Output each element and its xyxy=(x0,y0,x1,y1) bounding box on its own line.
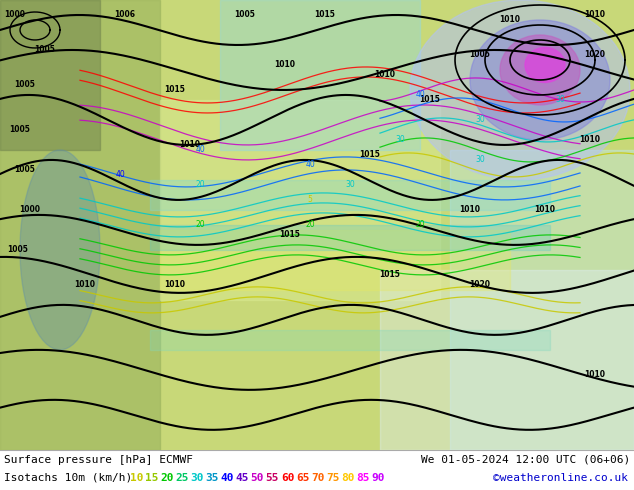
Text: 1010: 1010 xyxy=(534,205,555,215)
Bar xyxy=(160,230,510,290)
Ellipse shape xyxy=(470,20,610,140)
Text: 1000: 1000 xyxy=(4,10,25,20)
Text: 1010: 1010 xyxy=(500,16,521,24)
Text: 1015: 1015 xyxy=(314,10,335,20)
Text: 30: 30 xyxy=(190,473,204,483)
Bar xyxy=(160,100,440,300)
Text: 1005: 1005 xyxy=(235,10,256,20)
Text: 30: 30 xyxy=(475,116,485,124)
Text: 10: 10 xyxy=(130,473,143,483)
Text: Surface pressure [hPa] ECMWF: Surface pressure [hPa] ECMWF xyxy=(4,455,193,465)
Bar xyxy=(0,0,160,450)
Text: 40: 40 xyxy=(305,160,315,170)
Text: 1010: 1010 xyxy=(460,205,481,215)
Text: 30: 30 xyxy=(475,155,485,165)
Text: We 01-05-2024 12:00 UTC (06+06): We 01-05-2024 12:00 UTC (06+06) xyxy=(421,455,630,465)
Text: 1010: 1010 xyxy=(375,71,396,79)
Text: 50: 50 xyxy=(250,473,264,483)
Text: 55: 55 xyxy=(266,473,279,483)
Text: 1010: 1010 xyxy=(585,370,605,379)
Text: 40: 40 xyxy=(415,91,425,99)
Text: 1010: 1010 xyxy=(579,135,600,145)
Text: 1020: 1020 xyxy=(585,50,605,59)
Text: 20: 20 xyxy=(195,180,205,190)
Text: 5: 5 xyxy=(307,196,313,204)
Text: 1005: 1005 xyxy=(15,80,36,90)
Text: 1010: 1010 xyxy=(164,280,186,290)
Bar xyxy=(0,0,100,150)
Text: 25: 25 xyxy=(175,473,188,483)
Text: 85: 85 xyxy=(356,473,370,483)
Text: 40: 40 xyxy=(221,473,234,483)
Text: 15: 15 xyxy=(145,473,158,483)
Bar xyxy=(150,330,550,350)
Ellipse shape xyxy=(525,48,565,82)
Text: 60: 60 xyxy=(281,473,294,483)
Bar xyxy=(220,0,420,150)
Text: 1000: 1000 xyxy=(20,205,41,215)
Text: 1010: 1010 xyxy=(275,60,295,70)
Text: 1015: 1015 xyxy=(359,150,380,159)
Text: 65: 65 xyxy=(296,473,309,483)
Text: 45: 45 xyxy=(235,473,249,483)
Text: 75: 75 xyxy=(326,473,340,483)
Bar xyxy=(150,180,550,210)
Text: 40: 40 xyxy=(195,146,205,154)
Text: 1005: 1005 xyxy=(8,245,29,254)
Text: 1010: 1010 xyxy=(179,141,200,149)
Bar xyxy=(150,225,550,250)
Text: 30: 30 xyxy=(555,96,565,104)
Text: 40: 40 xyxy=(115,171,125,179)
Text: 20: 20 xyxy=(160,473,174,483)
Text: 70: 70 xyxy=(311,473,325,483)
Text: Isotachs 10m (km/h): Isotachs 10m (km/h) xyxy=(4,473,133,483)
Text: 20: 20 xyxy=(195,220,205,229)
Text: 1015: 1015 xyxy=(165,85,185,95)
Text: 90: 90 xyxy=(372,473,385,483)
Text: 35: 35 xyxy=(205,473,219,483)
Text: 1005: 1005 xyxy=(15,166,36,174)
Text: ©weatheronline.co.uk: ©weatheronline.co.uk xyxy=(493,473,628,483)
Text: 1015: 1015 xyxy=(280,230,301,240)
Text: 1005: 1005 xyxy=(35,46,55,54)
Text: 1015: 1015 xyxy=(380,270,401,279)
Text: 1005: 1005 xyxy=(10,125,30,134)
Ellipse shape xyxy=(20,150,100,350)
Text: 30: 30 xyxy=(345,180,355,190)
Bar xyxy=(380,270,634,450)
Text: 1020: 1020 xyxy=(470,280,491,290)
Ellipse shape xyxy=(410,0,630,180)
Text: 1015: 1015 xyxy=(420,96,441,104)
Text: 1010: 1010 xyxy=(585,10,605,20)
Text: 1005: 1005 xyxy=(470,50,491,59)
Text: 1010: 1010 xyxy=(75,280,96,290)
Text: 30: 30 xyxy=(395,135,405,145)
Text: 20: 20 xyxy=(415,220,425,229)
Text: 20: 20 xyxy=(305,220,315,229)
Text: 1006: 1006 xyxy=(115,10,136,20)
Ellipse shape xyxy=(500,35,580,105)
Text: 80: 80 xyxy=(341,473,354,483)
Bar xyxy=(450,150,634,450)
